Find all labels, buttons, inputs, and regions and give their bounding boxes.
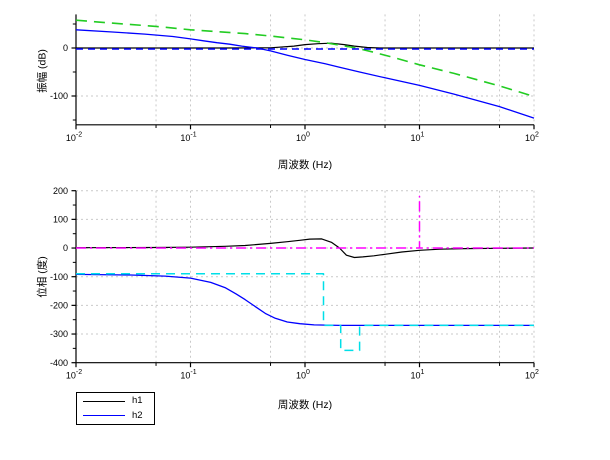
svg-text:100: 100: [53, 215, 68, 225]
magnitude-x-axis-label: 周波数 (Hz): [277, 159, 333, 171]
magnitude-y-axis-label: 振幅 (dB): [36, 49, 49, 93]
svg-text:-300: -300: [50, 329, 68, 339]
svg-text:10-2: 10-2: [66, 369, 82, 381]
legend-h2-line-sample: [83, 415, 125, 417]
svg-text:200: 200: [53, 186, 68, 196]
phase-x-axis-label: 周波数 (Hz): [277, 399, 333, 411]
legend-h1-label: h1: [132, 395, 143, 407]
svg-text:102: 102: [525, 131, 539, 143]
svg-text:10-2: 10-2: [66, 131, 82, 143]
svg-text:0: 0: [63, 243, 68, 253]
svg-text:-100: -100: [50, 91, 68, 101]
svg-text:10-1: 10-1: [180, 369, 196, 381]
legend-item-h1: h1: [83, 395, 154, 408]
svg-text:101: 101: [411, 131, 425, 143]
svg-text:100: 100: [296, 369, 310, 381]
svg-text:102: 102: [525, 369, 539, 381]
legend-h2-label: h2: [132, 409, 143, 421]
legend-item-h2: h2: [83, 409, 154, 422]
svg-text:100: 100: [296, 131, 310, 143]
legend: h1 h2: [76, 392, 155, 425]
svg-text:-100: -100: [50, 272, 68, 282]
svg-text:10-1: 10-1: [180, 131, 196, 143]
legend-h1-line-sample: [83, 400, 125, 402]
svg-text:-400: -400: [50, 358, 68, 368]
svg-text:0: 0: [63, 43, 68, 53]
svg-text:101: 101: [411, 369, 425, 381]
phase-y-axis-label: 位相 (度): [36, 256, 49, 298]
svg-text:-200: -200: [50, 301, 68, 311]
